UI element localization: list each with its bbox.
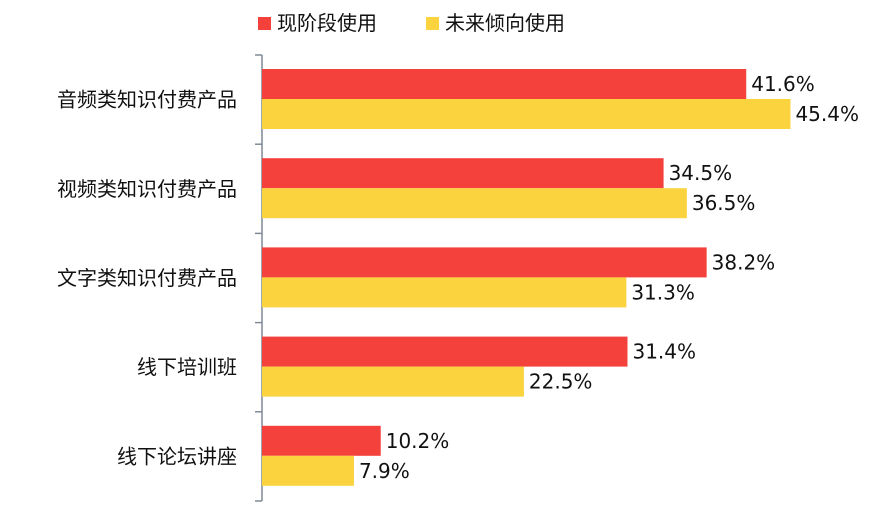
data-label: 34.5% xyxy=(669,161,733,185)
bar xyxy=(262,188,687,219)
data-label: 41.6% xyxy=(751,72,815,96)
bar xyxy=(262,247,707,278)
data-label: 31.4% xyxy=(632,340,696,364)
bar xyxy=(262,425,381,456)
legend-label: 现阶段使用 xyxy=(277,11,377,35)
data-label: 10.2% xyxy=(386,429,450,453)
bar xyxy=(262,69,747,99)
data-label: 45.4% xyxy=(795,102,859,126)
legend: 现阶段使用 未来倾向使用 xyxy=(258,11,565,35)
category-label: 线下培训班 xyxy=(137,355,237,379)
bars xyxy=(262,69,791,486)
labels: 41.6% 45.4% 34.5% 36.5% 38.2% 31.3% 31.4% 22.5%… xyxy=(359,72,859,483)
bar xyxy=(262,99,791,129)
category-label: 线下论坛讲座 xyxy=(117,444,237,468)
bar xyxy=(262,277,627,308)
data-label: 38.2% xyxy=(712,250,776,274)
category-label: 文字类知识付费产品 xyxy=(57,266,237,290)
bar xyxy=(262,336,628,367)
category-label: 音频类知识付费产品 xyxy=(57,88,237,112)
legend-swatch xyxy=(426,17,439,30)
bar xyxy=(262,366,524,397)
bar xyxy=(262,455,354,486)
data-label: 36.5% xyxy=(692,191,756,215)
bar xyxy=(262,158,664,189)
legend-label: 未来倾向使用 xyxy=(445,11,565,35)
data-label: 7.9% xyxy=(359,459,410,483)
category-label: 视频类知识付费产品 xyxy=(57,177,237,201)
legend-swatch xyxy=(258,17,271,30)
data-label: 22.5% xyxy=(529,370,593,394)
data-label: 31.3% xyxy=(631,280,695,304)
